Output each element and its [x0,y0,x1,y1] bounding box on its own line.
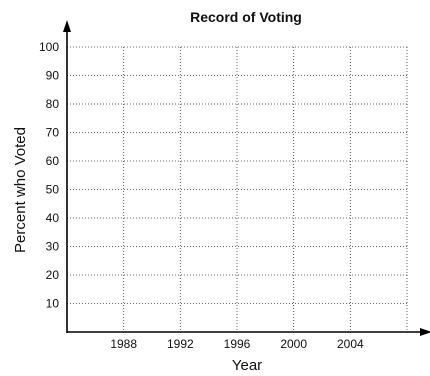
y-tick-label: 20 [46,268,60,282]
x-tick-label: 1992 [167,337,194,351]
grid [67,46,408,332]
x-tick-label: 1996 [224,337,251,351]
y-tick-labels: 10 20 30 40 50 60 70 80 90 100 [39,40,59,311]
y-axis-label: Percent who Voted [12,127,29,253]
x-axis-arrow [420,328,430,336]
x-tick-label: 2004 [337,337,364,351]
x-tick-labels: 1988 1992 1996 2000 2004 [110,337,364,351]
y-tick-label: 80 [46,97,60,111]
y-tick-label: 40 [46,211,60,225]
x-tick-label: 2000 [280,337,307,351]
y-tick-label: 50 [46,183,60,197]
x-axis-label: Year [232,357,262,374]
y-tick-label: 60 [46,154,60,168]
x-tick-label: 1988 [110,337,137,351]
y-axis-arrow [63,20,71,32]
chart-title: Record of Voting [190,9,302,25]
y-tick-label: 100 [39,40,59,54]
y-tick-label: 30 [46,240,60,254]
y-tick-label: 90 [46,69,60,83]
y-tick-label: 10 [46,297,60,311]
y-tick-label: 70 [46,126,60,140]
